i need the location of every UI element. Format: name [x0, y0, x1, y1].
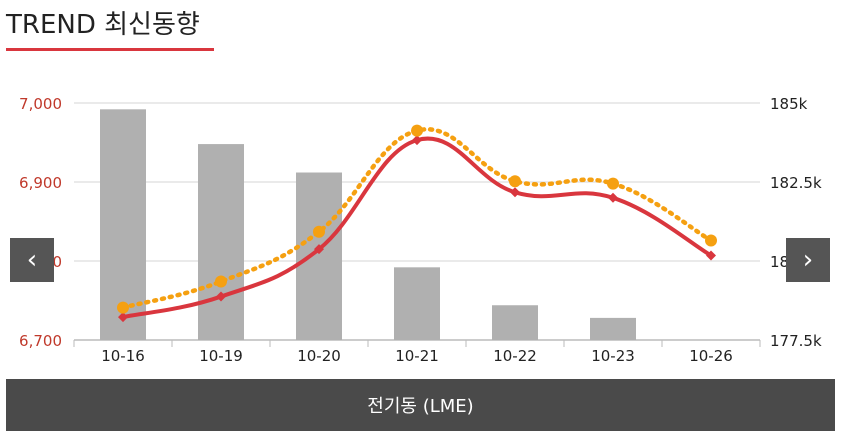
- prev-button[interactable]: ‹: [10, 238, 54, 282]
- bar: [296, 172, 342, 340]
- chevron-left-icon: ‹: [26, 245, 38, 275]
- data-point: [607, 177, 619, 190]
- data-point: [608, 192, 618, 203]
- data-point: [313, 225, 325, 238]
- right-axis-label: 185k: [770, 95, 808, 113]
- x-axis-label: 10-20: [297, 347, 341, 365]
- data-point: [118, 312, 128, 323]
- data-point: [509, 175, 521, 188]
- data-point: [216, 291, 226, 302]
- data-point: [117, 301, 129, 314]
- data-point: [510, 187, 520, 198]
- data-point: [706, 250, 716, 261]
- bar: [492, 305, 538, 340]
- bar: [590, 317, 636, 340]
- x-axis-label: 10-19: [199, 347, 243, 365]
- data-point: [411, 124, 423, 137]
- bar: [394, 267, 440, 340]
- right-axis-label: 182.5k: [770, 174, 822, 192]
- title-underline: [6, 48, 214, 51]
- page-title: TREND 최신동향: [6, 10, 200, 40]
- data-point: [314, 244, 324, 255]
- data-point: [412, 135, 422, 146]
- x-axis-label: 10-22: [493, 347, 537, 365]
- data-point: [705, 234, 717, 247]
- x-axis-label: 10-16: [101, 347, 145, 365]
- chevron-right-icon: ›: [802, 245, 814, 275]
- x-axis-label: 10-26: [689, 347, 733, 365]
- right-axis-label: 177.5k: [770, 332, 822, 350]
- next-button[interactable]: ›: [786, 238, 830, 282]
- left-axis-label: 6,700: [19, 332, 62, 350]
- left-axis-label: 6,900: [19, 174, 62, 192]
- commodity-label-text: 전기동 (LME): [367, 396, 474, 417]
- data-point: [215, 275, 227, 288]
- x-axis-label: 10-21: [395, 347, 439, 365]
- x-axis-label: 10-23: [591, 347, 635, 365]
- bar: [100, 109, 146, 340]
- left-axis-label: 7,000: [19, 95, 62, 113]
- commodity-label: 전기동 (LME): [6, 379, 835, 431]
- bar: [198, 144, 244, 340]
